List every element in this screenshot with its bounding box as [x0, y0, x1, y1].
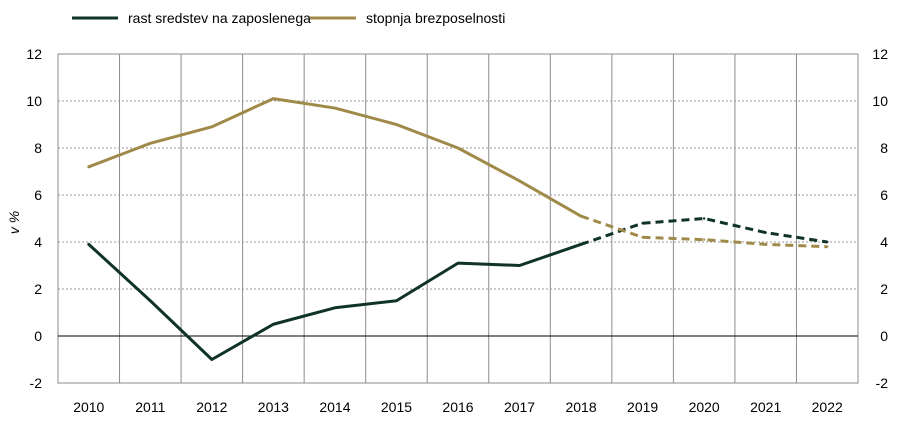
data-point	[579, 214, 583, 218]
legend-label: stopnja brezposelnosti	[366, 10, 505, 26]
data-point	[272, 97, 275, 100]
y-tick-label-right: 10	[872, 93, 888, 109]
y-tick-label-right: 4	[880, 234, 888, 250]
y-tick-label-left: 6	[34, 187, 42, 203]
y-tick-label-left: 10	[26, 93, 42, 109]
x-tick-label: 2017	[504, 399, 535, 415]
data-point	[518, 264, 521, 267]
x-tick-label: 2019	[627, 399, 658, 415]
x-tick-label: 2015	[381, 399, 412, 415]
x-tick-label: 2012	[196, 399, 227, 415]
series-line-forecast-1	[580, 214, 828, 249]
y-tick-label-right: 6	[880, 187, 888, 203]
data-point	[395, 123, 398, 126]
data-point	[641, 222, 644, 225]
y-tick-label-left: 8	[34, 140, 42, 156]
x-tick-label: 2010	[73, 399, 104, 415]
series-line-actual-0	[87, 242, 583, 361]
data-point	[579, 243, 583, 246]
y-tick-label-right: 8	[880, 140, 888, 156]
data-point	[210, 125, 214, 129]
legend: rast sredstev na zaposlenega stopnja brez…	[72, 10, 505, 26]
y-tick-label-right: 2	[880, 281, 888, 297]
data-point	[333, 106, 337, 110]
x-tick-label: 2022	[812, 399, 843, 415]
data-point	[87, 243, 90, 246]
data-point	[395, 299, 398, 302]
data-point	[333, 306, 337, 309]
series-group	[87, 97, 829, 361]
data-point	[826, 240, 829, 244]
y-tick-label-left: 0	[34, 328, 42, 344]
x-tick-label: 2014	[319, 399, 350, 415]
data-point	[518, 179, 521, 183]
y-axis-title: v %	[6, 211, 22, 234]
right-axis-ticks: -2 0 2 4 6 8 10 12	[872, 46, 888, 391]
y-tick-label-left: 2	[34, 281, 42, 297]
x-tick-label: 2011	[135, 399, 165, 415]
y-tick-label-right: 0	[880, 328, 888, 344]
plot-border	[57, 53, 859, 384]
x-tick-label: 2020	[689, 399, 720, 415]
grid	[57, 53, 859, 384]
data-point	[702, 238, 706, 241]
legend-label: rast sredstev na zaposlenega	[128, 10, 311, 26]
data-point	[149, 299, 152, 302]
y-tick-label-left: 4	[34, 234, 42, 250]
x-axis-ticks: 2010 2011 2012 2013 2014 2015 2016 2017 2018 2019…	[73, 399, 843, 415]
x-tick-label: 2021	[750, 399, 781, 415]
data-point	[87, 165, 90, 168]
data-point	[702, 217, 706, 220]
y-tick-label-left: -2	[30, 375, 43, 391]
x-tick-label: 2013	[258, 399, 289, 415]
y-tick-label-right: 12	[872, 46, 888, 62]
y-tick-label-right: -2	[876, 375, 889, 391]
data-point	[764, 243, 767, 246]
x-tick-label: 2016	[442, 399, 473, 415]
left-axis-ticks: -2 0 2 4 6 8 10 12	[26, 46, 42, 391]
data-point	[764, 231, 767, 234]
data-point	[210, 358, 214, 361]
data-point	[641, 236, 644, 239]
data-point	[826, 245, 829, 248]
data-point	[456, 146, 460, 150]
series-line-actual-1	[87, 97, 583, 218]
y-tick-label-left: 12	[26, 46, 42, 62]
data-point	[149, 142, 152, 145]
x-tick-label: 2018	[565, 399, 596, 415]
data-point	[456, 261, 460, 265]
data-point	[272, 323, 275, 326]
